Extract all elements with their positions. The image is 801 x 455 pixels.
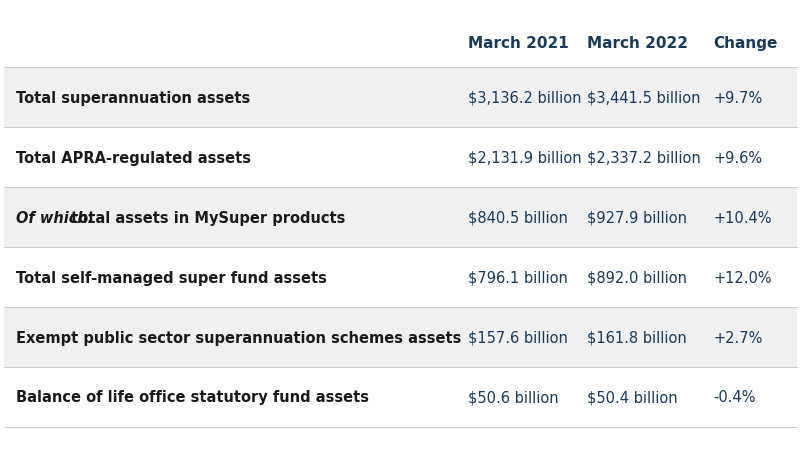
Text: $157.6 billion: $157.6 billion <box>468 330 568 345</box>
Text: $3,441.5 billion: $3,441.5 billion <box>587 91 700 106</box>
Bar <box>4 308 797 367</box>
Bar <box>4 128 797 188</box>
Text: Total superannuation assets: Total superannuation assets <box>16 91 250 106</box>
Text: March 2022: March 2022 <box>587 35 688 51</box>
Text: March 2021: March 2021 <box>468 35 569 51</box>
Text: +9.7%: +9.7% <box>714 91 763 106</box>
Bar <box>4 367 797 427</box>
Text: $796.1 billion: $796.1 billion <box>468 270 568 285</box>
Text: $3,136.2 billion: $3,136.2 billion <box>468 91 582 106</box>
Text: +9.6%: +9.6% <box>714 151 763 166</box>
Text: $892.0 billion: $892.0 billion <box>587 270 686 285</box>
Text: +12.0%: +12.0% <box>714 270 772 285</box>
Bar <box>4 188 797 248</box>
Text: $840.5 billion: $840.5 billion <box>468 210 568 225</box>
Text: Balance of life office statutory fund assets: Balance of life office statutory fund as… <box>16 389 369 404</box>
Text: +2.7%: +2.7% <box>714 330 763 345</box>
Text: $2,337.2 billion: $2,337.2 billion <box>587 151 701 166</box>
Text: Change: Change <box>714 35 778 51</box>
Text: Total APRA-regulated assets: Total APRA-regulated assets <box>16 151 251 166</box>
Text: Of which:: Of which: <box>16 210 94 225</box>
Text: $2,131.9 billion: $2,131.9 billion <box>468 151 582 166</box>
Text: $50.4 billion: $50.4 billion <box>587 389 678 404</box>
Bar <box>4 68 797 128</box>
Text: $161.8 billion: $161.8 billion <box>587 330 686 345</box>
Text: $50.6 billion: $50.6 billion <box>468 389 558 404</box>
Text: Total self-managed super fund assets: Total self-managed super fund assets <box>16 270 327 285</box>
Text: +10.4%: +10.4% <box>714 210 772 225</box>
Text: $927.9 billion: $927.9 billion <box>587 210 686 225</box>
Text: Exempt public sector superannuation schemes assets: Exempt public sector superannuation sche… <box>16 330 461 345</box>
Text: -0.4%: -0.4% <box>714 389 756 404</box>
Text: total assets in MySuper products: total assets in MySuper products <box>66 210 345 225</box>
Bar <box>4 248 797 308</box>
